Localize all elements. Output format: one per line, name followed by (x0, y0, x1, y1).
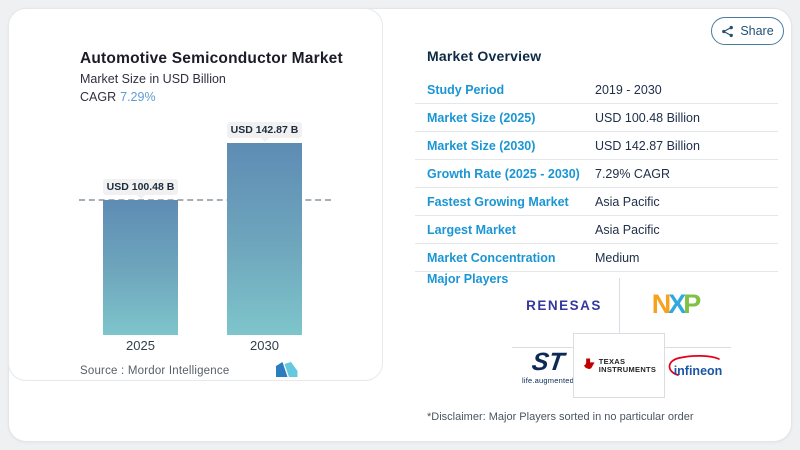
chart-subtitle: Market Size in USD Billion (80, 72, 226, 86)
bar-value-label-2025: USD 100.48 B (103, 179, 178, 199)
row-value: Medium (595, 250, 640, 265)
baseline-dashed-line (79, 199, 331, 201)
table-row: Largest Market Asia Pacific (415, 216, 778, 244)
infineon-logo: infineon (664, 355, 732, 378)
row-value: USD 142.87 Billion (595, 138, 700, 153)
row-label: Growth Rate (2025 - 2030) (427, 166, 580, 181)
table-row: Growth Rate (2025 - 2030) 7.29% CAGR (415, 160, 778, 188)
row-value: Asia Pacific (595, 222, 660, 237)
nxp-letter-p: P (683, 289, 701, 319)
st-glyph: ST (530, 348, 567, 376)
table-row: Study Period 2019 - 2030 (415, 76, 778, 104)
chart-cagr-line: CAGR 7.29% (80, 90, 156, 104)
table-row: Market Size (2025) USD 100.48 Billion (415, 104, 778, 132)
mordor-intelligence-logo (276, 362, 298, 377)
nxp-letter-x: X (668, 289, 686, 319)
row-value: 2019 - 2030 (595, 82, 662, 97)
infineon-wordmark: infineon (673, 364, 723, 378)
share-button[interactable]: Share (711, 17, 784, 45)
nxp-logo: NXP (625, 289, 725, 320)
bar-2025 (103, 200, 178, 335)
cagr-value: 7.29% (120, 90, 156, 104)
nxp-letter-n: N (651, 289, 671, 319)
stmicroelectronics-logo: ST life.augmented (517, 348, 579, 385)
bar-2030 (227, 143, 302, 335)
table-row: Fastest Growing Market Asia Pacific (415, 188, 778, 216)
players-grid-divider-horizontal-left (512, 347, 573, 348)
market-overview-heading: Market Overview (427, 48, 542, 64)
major-players-label: Major Players (427, 272, 509, 286)
row-value: Asia Pacific (595, 194, 660, 209)
ti-text-line2: INSTRUMENTS (598, 364, 657, 374)
source-attribution: Source : Mordor Intelligence (80, 365, 230, 377)
renesas-logo: RENESAS (526, 298, 602, 313)
disclaimer-text: *Disclaimer: Major Players sorted in no … (427, 411, 694, 423)
row-label: Market Concentration (427, 250, 556, 265)
chart-card (8, 8, 383, 381)
row-label: Largest Market (427, 222, 516, 237)
share-icon (722, 25, 734, 37)
bar-value-label-2030: USD 142.87 B (227, 122, 302, 142)
texas-instruments-logo: TEXAS INSTRUMENTS (573, 333, 665, 398)
overview-table: Study Period 2019 - 2030 Market Size (20… (415, 76, 778, 272)
share-button-label: Share (740, 24, 774, 38)
infineon-red-arc (668, 355, 720, 376)
st-tagline: life.augmented (521, 376, 574, 385)
row-value: 7.29% CAGR (595, 166, 671, 181)
x-axis-label-2025: 2025 (126, 338, 155, 353)
row-label: Market Size (2025) (427, 110, 536, 125)
cagr-label: CAGR (80, 90, 117, 104)
players-grid-divider-horizontal-right (665, 347, 731, 348)
row-value: USD 100.48 Billion (595, 110, 700, 125)
row-label: Study Period (427, 82, 505, 97)
chart-title: Automotive Semiconductor Market (80, 50, 343, 67)
players-grid-divider-vertical (619, 278, 620, 333)
ti-red-icon (583, 358, 595, 369)
row-label: Fastest Growing Market (427, 194, 569, 209)
row-label: Market Size (2030) (427, 138, 536, 153)
table-row: Market Size (2030) USD 142.87 Billion (415, 132, 778, 160)
x-axis-label-2030: 2030 (250, 338, 279, 353)
ti-text-line1: TEXAS (598, 356, 626, 366)
table-row: Market Concentration Medium (415, 244, 778, 272)
